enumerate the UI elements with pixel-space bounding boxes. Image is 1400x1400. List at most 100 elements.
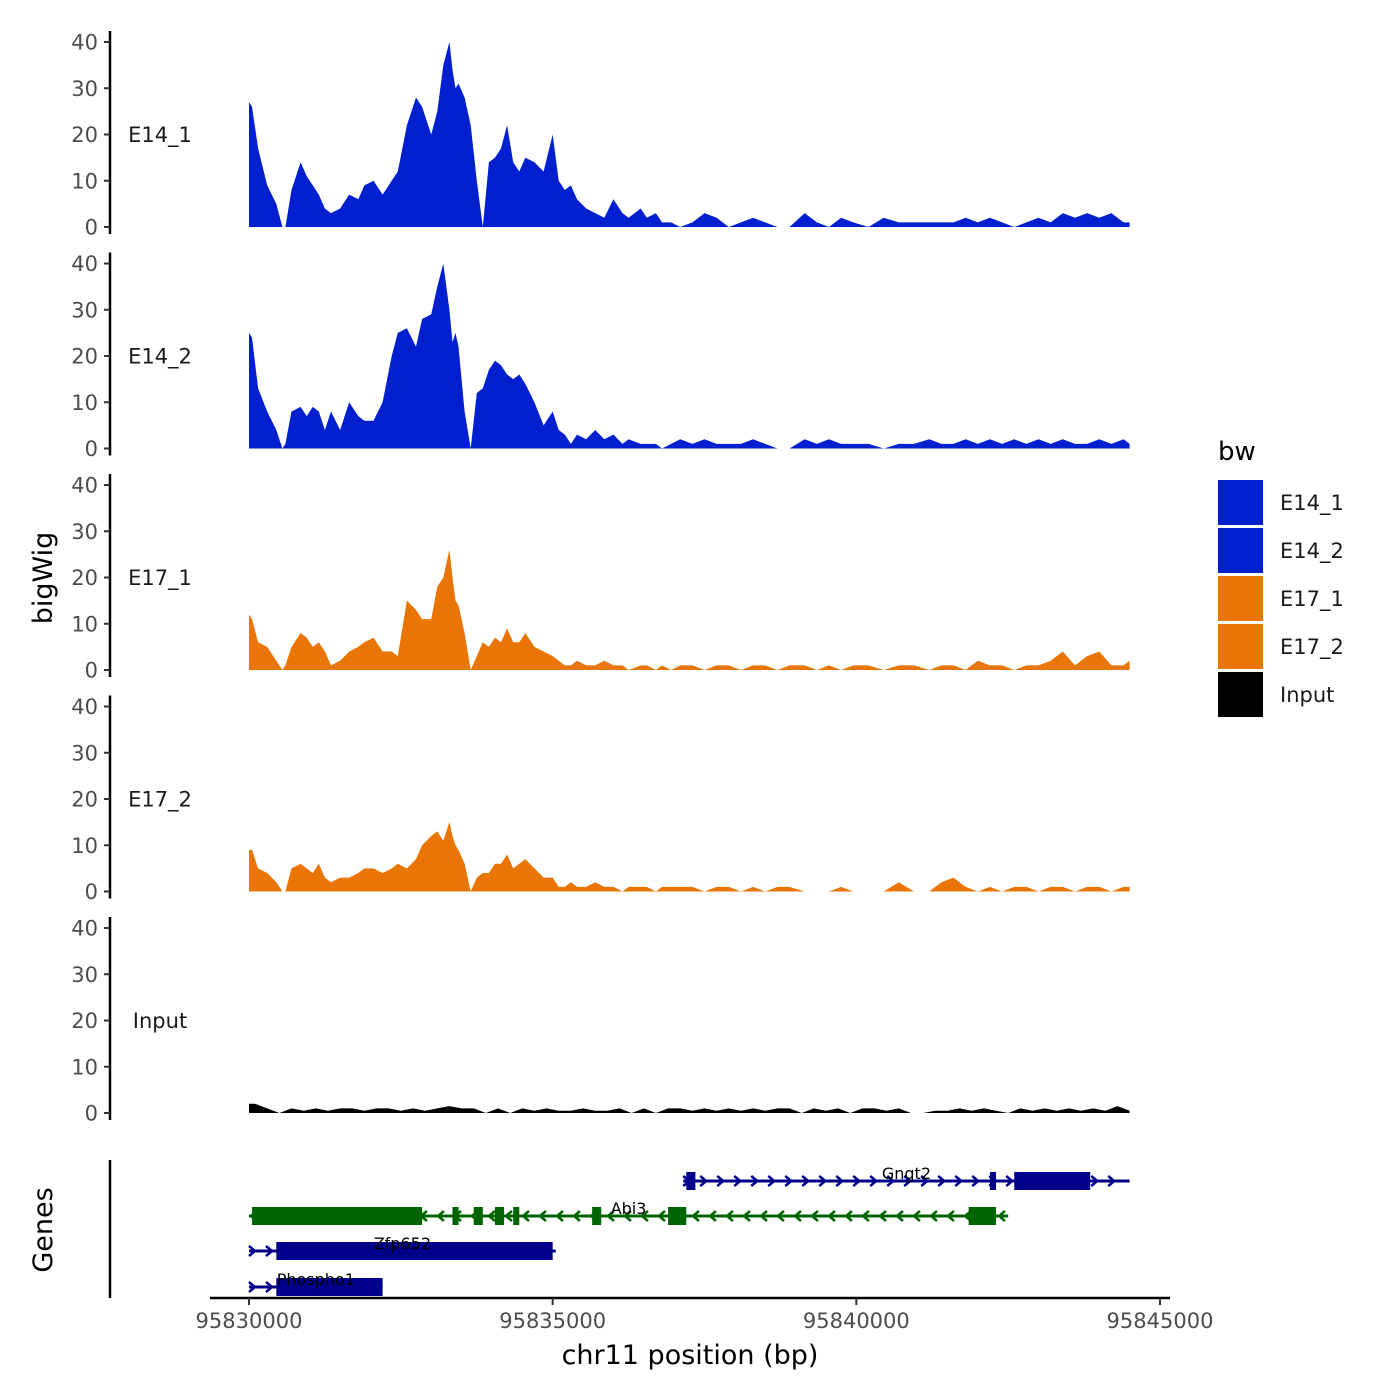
legend-item-e17-2: E17_2 xyxy=(1218,624,1344,669)
strand-chevron xyxy=(1005,1175,1015,1187)
exon-block xyxy=(276,1242,553,1260)
exon-block xyxy=(592,1207,602,1225)
strand-chevron xyxy=(767,1175,777,1187)
track-label: E17_1 xyxy=(128,566,192,591)
strand-chevron xyxy=(844,1210,853,1222)
x-tick-label: 95840000 xyxy=(803,1309,910,1333)
x-tick-label: 95830000 xyxy=(196,1309,303,1333)
legend-swatch xyxy=(1218,480,1263,525)
y-tick-label: 30 xyxy=(71,963,98,987)
strand-chevron xyxy=(742,1210,751,1222)
strand-chevron xyxy=(572,1210,581,1222)
y-tick-label: 40 xyxy=(71,31,98,55)
x-tick-label: 95845000 xyxy=(1107,1309,1214,1333)
strand-chevron xyxy=(895,1210,904,1222)
strand-chevron xyxy=(827,1210,836,1222)
strand-chevron xyxy=(708,1210,717,1222)
y-tick-label: 10 xyxy=(71,834,98,858)
strand-chevron xyxy=(640,1210,649,1222)
y-tick-label: 40 xyxy=(71,474,98,498)
x-axis: 95830000 95835000 95840000 95845000 xyxy=(196,1296,1214,1333)
strand-chevron xyxy=(971,1175,981,1187)
strand-chevron xyxy=(818,1175,828,1187)
strand-chevron xyxy=(1090,1175,1100,1187)
legend-swatch xyxy=(1218,576,1263,621)
exon-block xyxy=(452,1207,459,1225)
signal-tracks: 0 10 20 30 40 E14_1 0 10 20 30 40 E14_2 0 10 20 30 40 E17… xyxy=(71,31,1130,1126)
legend-item-e17-1: E17_1 xyxy=(1218,576,1344,621)
strand-chevron xyxy=(997,1210,1006,1222)
strand-chevron xyxy=(912,1210,921,1222)
x-axis-title: chr11 position (bp) xyxy=(562,1340,819,1371)
strand-chevron xyxy=(954,1175,964,1187)
strand-chevron xyxy=(265,1245,274,1257)
legend-swatch xyxy=(1218,672,1263,717)
gene-gngt2: Gngt2 xyxy=(682,1164,1130,1190)
legend-swatch xyxy=(1218,528,1263,573)
gene-phospho1: Phospho1 xyxy=(248,1270,383,1296)
y-tick-label: 0 xyxy=(85,216,98,240)
exon-block xyxy=(252,1207,423,1225)
strand-chevron xyxy=(436,1210,445,1222)
exon-block xyxy=(989,1172,997,1190)
legend-item-e14-2: E14_2 xyxy=(1218,528,1344,573)
y-tick-label: 30 xyxy=(71,298,98,322)
strand-chevron xyxy=(750,1175,760,1187)
strand-chevron xyxy=(920,1175,930,1187)
signal-area xyxy=(249,822,1130,892)
strand-chevron xyxy=(759,1210,768,1222)
y-tick-label: 30 xyxy=(71,741,98,765)
strand-chevron xyxy=(504,1210,513,1222)
strand-chevron xyxy=(538,1210,547,1222)
exon-block xyxy=(668,1207,687,1225)
strand-chevron xyxy=(1107,1175,1117,1187)
strand-chevron xyxy=(835,1175,845,1187)
legend-title: bw xyxy=(1218,437,1256,467)
y-tick-label: 40 xyxy=(71,917,98,941)
y-tick-label: 20 xyxy=(71,788,98,812)
strand-chevron xyxy=(657,1210,666,1222)
exon-block xyxy=(1014,1172,1091,1190)
y-tick-label: 30 xyxy=(71,520,98,544)
y-tick-label: 0 xyxy=(85,659,98,683)
legend-label: E14_2 xyxy=(1280,539,1344,564)
strand-chevron xyxy=(725,1210,734,1222)
y-tick-label: 40 xyxy=(71,252,98,276)
strand-chevron xyxy=(623,1210,632,1222)
strand-chevron xyxy=(248,1281,257,1293)
strand-chevron xyxy=(776,1210,785,1222)
strand-chevron xyxy=(716,1175,726,1187)
gene-label: Zfp652 xyxy=(374,1234,431,1253)
signal-area xyxy=(249,42,1130,227)
x-tick-label: 95835000 xyxy=(499,1309,606,1333)
strand-chevron xyxy=(784,1175,794,1187)
strand-chevron xyxy=(248,1245,257,1257)
gene-zfp652: Zfp652 xyxy=(248,1234,556,1260)
y-axis-title-group: bigWig xyxy=(28,532,59,625)
strand-chevron xyxy=(793,1210,802,1222)
track-e14-1: 0 10 20 30 40 E14_1 xyxy=(71,31,1130,240)
genes-axis-title: Genes xyxy=(28,1187,59,1272)
exon-block xyxy=(494,1207,505,1225)
legend: bw E14_1 E14_2 E17_1 E17_2 Input xyxy=(1218,437,1344,717)
legend-label: Input xyxy=(1280,683,1334,707)
strand-chevron xyxy=(606,1210,615,1222)
y-tick-label: 0 xyxy=(85,880,98,904)
strand-chevron xyxy=(733,1175,743,1187)
track-e17-2: 0 10 20 30 40 E17_2 xyxy=(71,695,1130,904)
exon-block xyxy=(276,1278,383,1296)
track-label: Input xyxy=(133,1009,187,1033)
strand-chevron xyxy=(878,1210,887,1222)
strand-chevron xyxy=(903,1175,913,1187)
legend-swatch xyxy=(1218,624,1263,669)
gene-annotation-track: Gngt2 Abi3 Zfp652 Phospho1 xyxy=(108,1160,1130,1298)
legend-label: E17_1 xyxy=(1280,587,1344,612)
y-tick-label: 0 xyxy=(85,1102,98,1126)
genes-title-group: Genes xyxy=(28,1187,59,1272)
strand-chevron xyxy=(810,1210,819,1222)
y-tick-label: 10 xyxy=(71,391,98,415)
legend-label: E14_1 xyxy=(1280,491,1344,516)
track-label: E17_2 xyxy=(128,788,192,813)
strand-chevron xyxy=(861,1210,870,1222)
legend-item-e14-1: E14_1 xyxy=(1218,480,1344,525)
